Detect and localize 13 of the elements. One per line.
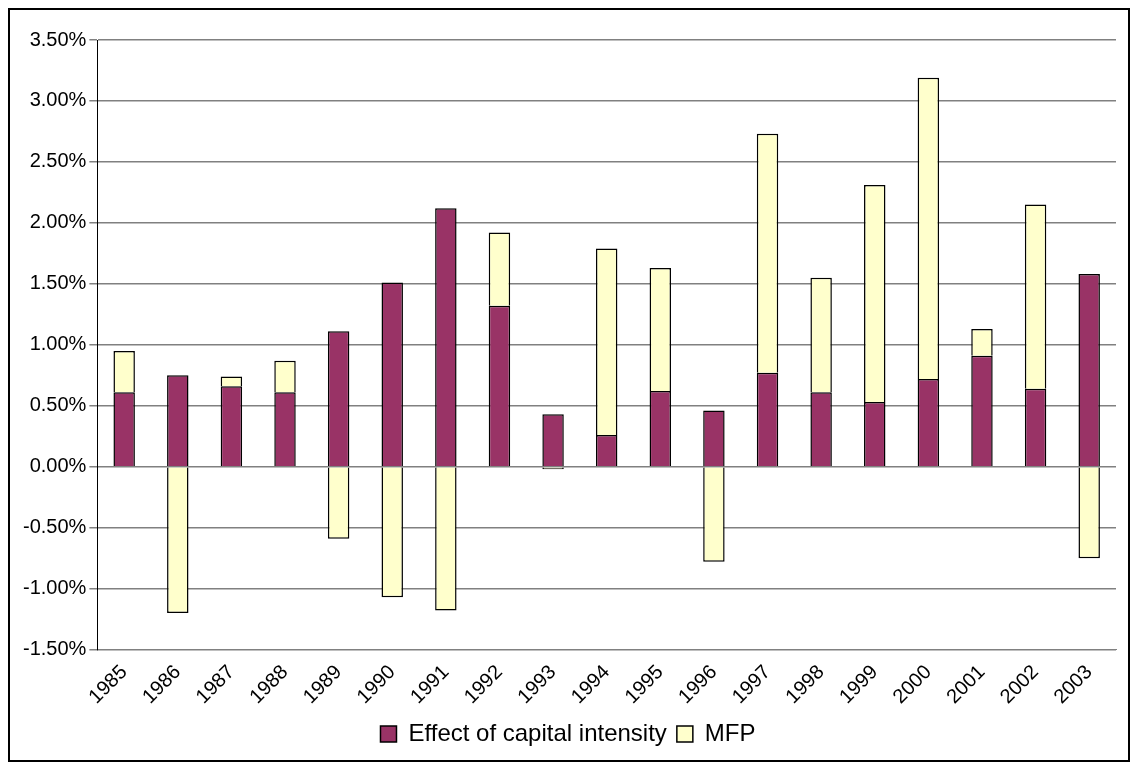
y-tick-label: 2.50% xyxy=(29,149,87,172)
y-tick-label: -1.50% xyxy=(22,637,87,660)
y-tick-label: 0.50% xyxy=(29,393,87,416)
y-tick-label: 3.00% xyxy=(29,88,87,111)
y-tick-label: -1.00% xyxy=(22,576,87,599)
legend-label: MFP xyxy=(704,718,756,746)
y-tick-label: 3.50% xyxy=(29,27,87,50)
y-tick-label: 1.00% xyxy=(29,332,87,355)
y-tick-label: 0.00% xyxy=(29,454,87,477)
legend-label: Effect of capital intensity xyxy=(408,718,667,746)
y-tick-label: 1.50% xyxy=(29,271,87,294)
y-tick-label: 2.00% xyxy=(29,210,87,233)
y-tick-label: -0.50% xyxy=(22,515,87,538)
